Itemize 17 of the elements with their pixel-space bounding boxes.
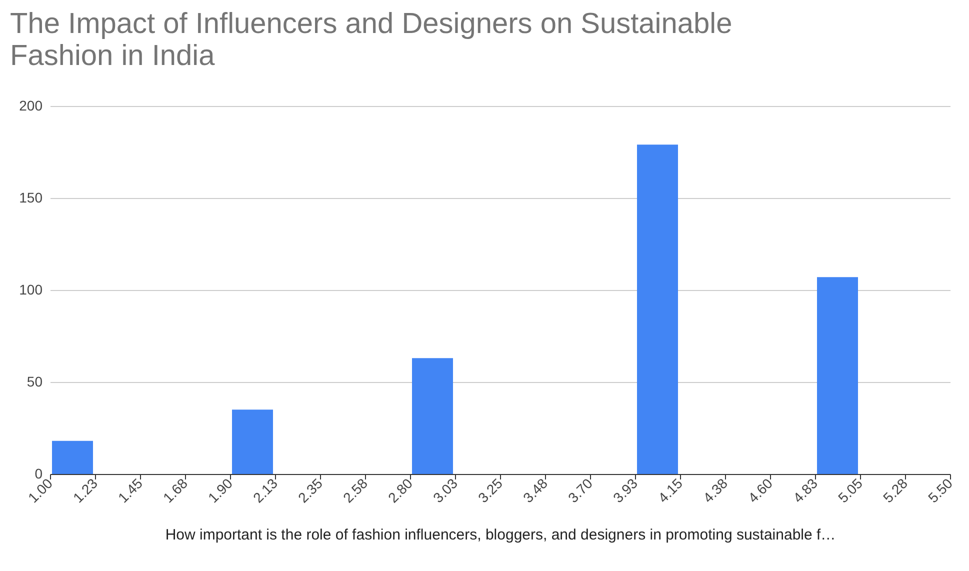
x-tick-label: 4.38 xyxy=(700,474,731,506)
x-tick-label: 3.03 xyxy=(430,474,461,506)
x-tick-label: 4.15 xyxy=(654,474,686,506)
x-tick-label: 4.60 xyxy=(744,474,776,506)
x-tick-label: 3.70 xyxy=(564,474,596,506)
x-tick-label: 5.50 xyxy=(924,474,956,506)
y-tick-label: 100 xyxy=(19,282,43,298)
y-tick-label: 50 xyxy=(26,374,43,390)
y-tick-label: 200 xyxy=(19,98,43,114)
chart-title: The Impact of Influencers and Designers on Sustainable Fashion in India xyxy=(10,8,732,72)
x-tick-label: 3.48 xyxy=(520,474,551,506)
x-tick-label: 3.93 xyxy=(610,474,641,506)
x-tick-label: 5.28 xyxy=(880,474,911,506)
y-tick-label: 150 xyxy=(19,190,43,206)
y-tick-label: 0 xyxy=(34,466,43,482)
x-axis-title: How important is the role of fashion influencers, bloggers, and designers in promoting sustainable f… xyxy=(165,526,836,544)
x-tick-label: 4.83 xyxy=(790,474,821,506)
